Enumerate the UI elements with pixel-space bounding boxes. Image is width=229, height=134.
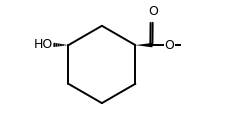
Text: O: O (148, 5, 158, 18)
Text: HO: HO (33, 38, 52, 51)
Text: O: O (164, 39, 174, 52)
Polygon shape (135, 43, 152, 47)
